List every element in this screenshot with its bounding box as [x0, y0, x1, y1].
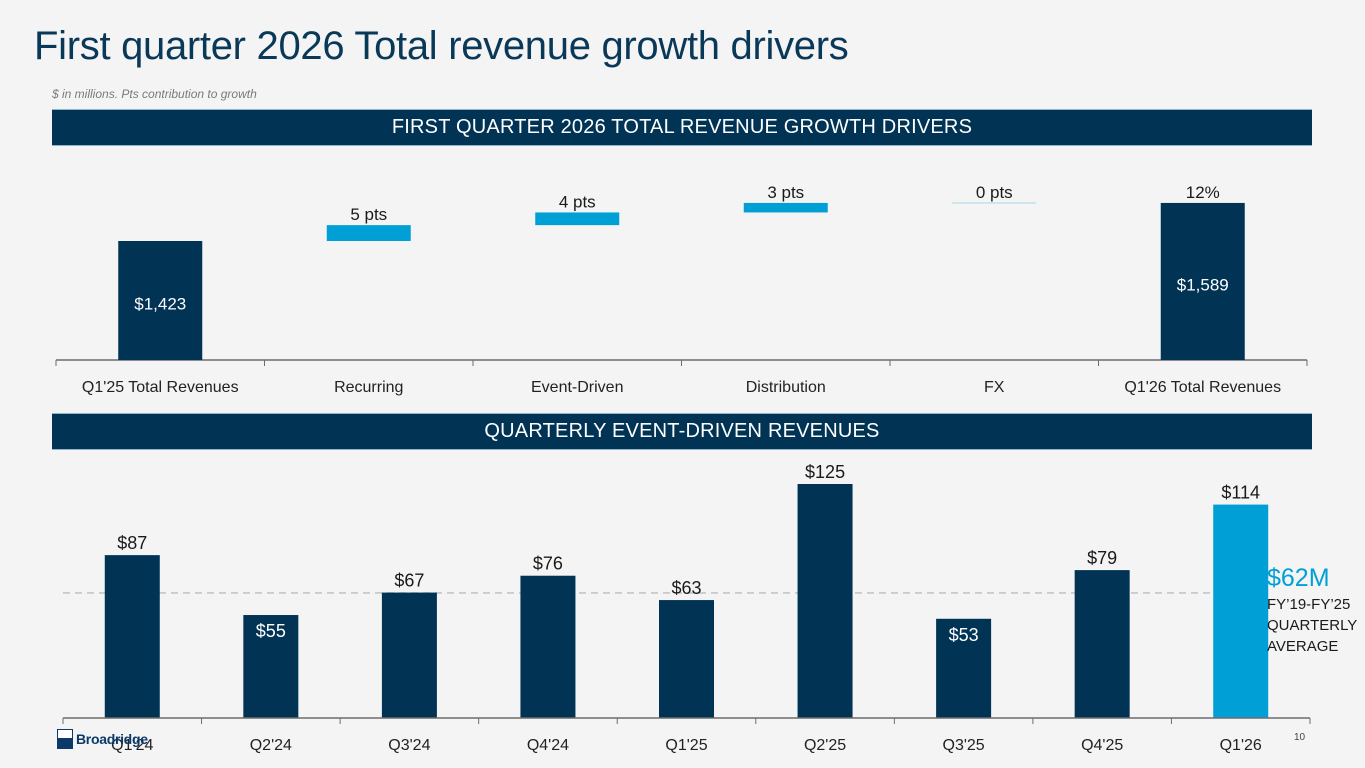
average-description-line: AVERAGE	[1267, 638, 1338, 655]
waterfall-category-label: Q1'26 Total Revenues	[1124, 379, 1281, 396]
event-driven-category-label: Q4'25	[1081, 737, 1123, 754]
waterfall-delta-bar	[535, 212, 620, 226]
waterfall-category-label: Distribution	[746, 379, 826, 396]
event-driven-bar-label: $55	[256, 621, 286, 641]
waterfall-delta-label: 3 pts	[767, 183, 804, 202]
page-number: 10	[1294, 732, 1306, 743]
event-driven-bar-label: $76	[533, 554, 563, 574]
event-driven-bar-label: $53	[949, 625, 979, 645]
event-driven-category-label: Q1'26	[1220, 737, 1262, 754]
event-driven-bar-label: $114	[1221, 483, 1260, 503]
event-driven-section-header: QUARTERLY EVENT-DRIVEN REVENUES	[52, 413, 1312, 450]
waterfall-category-label: Q1'25 Total Revenues	[82, 379, 239, 396]
average-description-line: FY’19-FY’25	[1267, 596, 1350, 613]
event-driven-category-label: Q1'25	[665, 737, 707, 754]
waterfall-bar-label: $1,589	[1177, 275, 1229, 294]
event-driven-category-label: Q4'24	[527, 737, 569, 754]
event-driven-category-label: Q2'24	[250, 737, 292, 754]
event-driven-bar	[243, 615, 299, 718]
waterfall-bar-label: $1,423	[134, 295, 186, 314]
event-driven-bar	[1213, 504, 1269, 718]
event-driven-bar	[936, 618, 992, 718]
event-driven-category-label: Q2'25	[804, 737, 846, 754]
broadridge-logo: Broadridge	[57, 729, 148, 749]
event-driven-bar-label: $125	[805, 462, 845, 482]
event-driven-category-label: Q3'24	[388, 737, 430, 754]
event-driven-bar	[1074, 570, 1130, 718]
event-driven-bar-label: $63	[671, 578, 701, 598]
waterfall-delta-label: 5 pts	[350, 205, 387, 224]
average-description-line: QUARTERLY	[1267, 617, 1357, 634]
waterfall-delta-bar	[326, 225, 411, 241]
event-driven-category-label: Q1'24	[111, 737, 153, 754]
waterfall-total-bar	[1160, 202, 1245, 360]
average-value-label: $62M	[1267, 564, 1330, 592]
slide-title: First quarter 2026 Total revenue growth …	[34, 24, 849, 68]
event-driven-bar-label: $79	[1087, 548, 1117, 568]
slide-subtitle: $ in millions. Pts contribution to growt…	[52, 87, 257, 101]
logo-text: Broadridge	[76, 731, 148, 747]
event-driven-bar	[104, 555, 160, 718]
broadridge-logo-icon	[57, 729, 73, 749]
waterfall-category-label: Event-Driven	[531, 379, 623, 396]
event-driven-bar-label: $67	[394, 571, 424, 591]
event-driven-category-label: Q3'25	[943, 737, 985, 754]
event-driven-bar	[381, 592, 437, 718]
waterfall-category-label: Recurring	[334, 379, 403, 396]
waterfall-category-label: FX	[984, 379, 1005, 396]
event-driven-bar	[659, 600, 714, 718]
waterfall-total-bar	[118, 241, 203, 360]
waterfall-delta-bar	[743, 202, 828, 213]
waterfall-section-header: FIRST QUARTER 2026 TOTAL REVENUE GROWTH …	[52, 109, 1312, 146]
event-driven-bar-label: $87	[117, 533, 147, 553]
event-driven-bar	[797, 484, 853, 718]
waterfall-delta-label: 4 pts	[559, 192, 596, 211]
waterfall-delta-label: 0 pts	[976, 183, 1013, 202]
event-driven-bar	[520, 575, 576, 718]
waterfall-growth-label: 12%	[1186, 183, 1220, 202]
